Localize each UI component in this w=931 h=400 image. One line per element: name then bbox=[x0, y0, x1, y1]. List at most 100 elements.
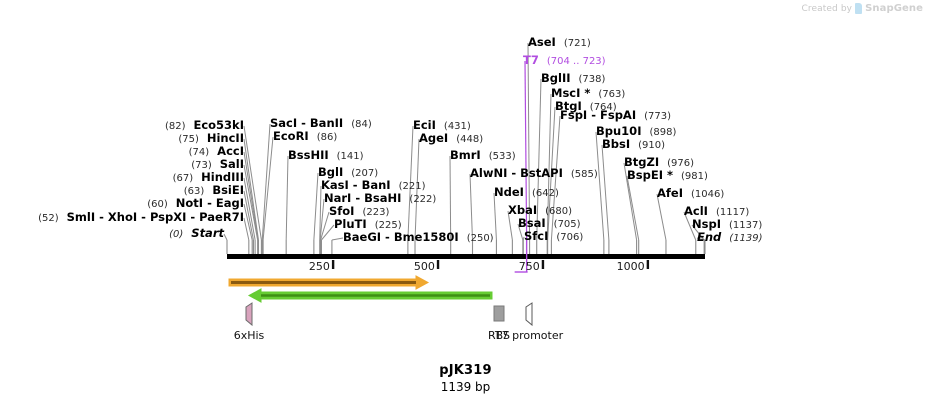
feature-glyph-6xhis[interactable] bbox=[245, 302, 253, 327]
name-separator: - bbox=[137, 210, 150, 224]
enzyme-label-bsai[interactable]: BsaI (705) bbox=[518, 216, 581, 230]
leader-line-hincii bbox=[243, 138, 259, 241]
enzyme-name: BanII bbox=[309, 116, 344, 130]
enzyme-position: (642) bbox=[531, 188, 559, 199]
leader-line-sfci bbox=[522, 236, 525, 241]
enzyme-name: BsaI bbox=[518, 216, 546, 230]
leader-line-smli bbox=[243, 217, 250, 241]
enzyme-label-sali[interactable]: (73) SalI bbox=[191, 158, 244, 171]
enzyme-label-saci[interactable]: SacI - BanII (84) bbox=[270, 116, 372, 130]
feature-caption-6xhis: 6xHis bbox=[233, 329, 265, 342]
enzyme-label-fspi[interactable]: FspI - FspAI (773) bbox=[560, 108, 672, 122]
ruler-tick-500 bbox=[436, 260, 440, 269]
enzyme-name: FspI bbox=[560, 108, 588, 122]
enzyme-label-baegi[interactable]: BaeGI - Bme1580I (250) bbox=[343, 231, 494, 244]
leader-line-kasi bbox=[319, 185, 322, 241]
enzyme-label-sfoi[interactable]: SfoI (223) bbox=[329, 205, 389, 218]
feature-glyph-t7-promoter[interactable] bbox=[525, 302, 533, 327]
enzyme-label-asei[interactable]: AseI (721) bbox=[528, 36, 591, 49]
enzyme-label-pluti[interactable]: PluTI (225) bbox=[334, 218, 402, 231]
leader-line-ecori bbox=[262, 136, 274, 241]
leader-line-start bbox=[223, 233, 228, 241]
leader-line-asei bbox=[527, 42, 531, 241]
enzyme-label-t7-region[interactable]: T7 (704 .. 723) bbox=[523, 54, 606, 67]
enzyme-position: (60) bbox=[147, 199, 168, 210]
enzyme-name: AgeI bbox=[419, 131, 449, 145]
enzyme-label-ecori[interactable]: EcoRI (86) bbox=[273, 129, 338, 143]
enzyme-position: (141) bbox=[336, 151, 364, 162]
ruler-tick-1000 bbox=[646, 260, 650, 269]
orange-cds-arrow[interactable] bbox=[228, 275, 430, 290]
enzyme-label-bgli[interactable]: BglI (207) bbox=[318, 166, 378, 179]
enzyme-position: (86) bbox=[316, 132, 338, 143]
enzyme-name: Eco53kI bbox=[193, 118, 244, 132]
enzyme-name: XbaI bbox=[508, 203, 538, 217]
leader-line-afei bbox=[656, 193, 667, 241]
leader-line-noti bbox=[243, 203, 253, 241]
enzyme-position: (533) bbox=[488, 151, 516, 162]
enzyme-label-afei[interactable]: AfeI (1046) bbox=[657, 186, 724, 200]
enzyme-label-acli[interactable]: AclI (1117) bbox=[684, 205, 749, 218]
t7-region-position: (704 .. 723) bbox=[546, 56, 606, 67]
plasmid-title-block: pJK319 1139 bp bbox=[0, 363, 931, 394]
enzyme-name: AlwNI bbox=[470, 166, 508, 180]
enzyme-position: (84) bbox=[351, 119, 372, 130]
leader-line-alwni bbox=[469, 173, 474, 241]
enzyme-position: (1139) bbox=[729, 233, 763, 244]
enzyme-label-start[interactable]: (0) Start bbox=[169, 226, 224, 240]
enzyme-label-hincii[interactable]: (75) HincII bbox=[178, 131, 244, 145]
leader-line-msci bbox=[546, 93, 552, 241]
enzyme-position: (74) bbox=[188, 147, 210, 158]
leader-line-agei bbox=[414, 138, 420, 241]
enzyme-label-bpu10i[interactable]: Bpu10I (898) bbox=[596, 125, 676, 138]
enzyme-label-kasi[interactable]: KasI - BanI (221) bbox=[321, 179, 425, 192]
enzyme-label-eco53ki[interactable]: (82) Eco53kI bbox=[165, 118, 244, 132]
enzyme-position: (764) bbox=[589, 102, 617, 113]
enzyme-label-acci[interactable]: (74) AccI bbox=[188, 144, 244, 158]
feature-glyph-rbs[interactable] bbox=[493, 305, 505, 322]
enzyme-label-bsshii[interactable]: BssHII (141) bbox=[288, 149, 364, 162]
enzyme-name: SacI bbox=[270, 116, 298, 130]
green-cds-arrow[interactable] bbox=[247, 288, 493, 303]
t7-promoter-arrow bbox=[525, 302, 533, 327]
enzyme-label-bspei[interactable]: BspEI * (981) bbox=[627, 169, 708, 182]
enzyme-position: (773) bbox=[644, 111, 672, 122]
enzyme-name: BmrI bbox=[450, 148, 481, 162]
enzyme-label-alwni[interactable]: AlwNI - BstAPI (585) bbox=[470, 166, 598, 180]
enzyme-label-agei[interactable]: AgeI (448) bbox=[419, 131, 483, 145]
enzyme-name: AccI bbox=[217, 144, 244, 158]
enzyme-label-bglii[interactable]: BglII (738) bbox=[541, 71, 605, 85]
enzyme-name: EcoRI bbox=[273, 129, 309, 143]
enzyme-label-bsiei[interactable]: (63) BsiEI bbox=[184, 184, 244, 197]
enzyme-label-xbai[interactable]: XbaI (680) bbox=[508, 203, 572, 217]
enzyme-position: (0) bbox=[169, 229, 184, 240]
enzyme-label-noti[interactable]: (60) NotI - EagI bbox=[147, 197, 244, 210]
enzyme-name: HincII bbox=[206, 131, 244, 145]
enzyme-name: BglII bbox=[541, 71, 571, 85]
enzyme-label-end[interactable]: End (1139) bbox=[697, 231, 763, 244]
ruler-tick-750 bbox=[541, 260, 545, 269]
rbs-box bbox=[493, 305, 505, 322]
enzyme-label-bmri[interactable]: BmrI (533) bbox=[450, 148, 516, 162]
leader-line-bsiei bbox=[243, 190, 254, 241]
leader-line-end bbox=[696, 237, 706, 241]
enzyme-name: AfeI bbox=[657, 186, 683, 200]
enzyme-label-nspi[interactable]: NspI (1137) bbox=[692, 218, 762, 231]
enzyme-name: XhoI bbox=[107, 210, 138, 224]
enzyme-label-ndei[interactable]: NdeI (642) bbox=[494, 186, 559, 199]
enzyme-label-sfci[interactable]: SfcI (706) bbox=[524, 230, 583, 243]
enzyme-label-nari[interactable]: NarI - BsaHI (222) bbox=[324, 192, 436, 205]
watermark-brand: SnapGene bbox=[865, 3, 923, 14]
enzyme-label-smli[interactable]: (52) SmlI - XhoI - PspXI - PaeR7I bbox=[38, 210, 244, 224]
enzyme-name: Start bbox=[191, 226, 224, 240]
leader-line-baegi bbox=[331, 237, 344, 241]
enzyme-name: HindIII bbox=[201, 170, 244, 184]
enzyme-label-bbsi[interactable]: BbsI (910) bbox=[602, 138, 665, 151]
enzyme-label-ecii[interactable]: EciI (431) bbox=[413, 119, 471, 132]
enzyme-label-btgzi[interactable]: BtgZI (976) bbox=[624, 156, 694, 169]
enzyme-label-hindiii[interactable]: (67) HindIII bbox=[173, 170, 244, 184]
enzyme-label-msci[interactable]: MscI * (763) bbox=[551, 87, 625, 100]
enzyme-label-btgi[interactable]: BtgI (764) bbox=[555, 100, 617, 113]
name-separator: - bbox=[587, 108, 600, 122]
